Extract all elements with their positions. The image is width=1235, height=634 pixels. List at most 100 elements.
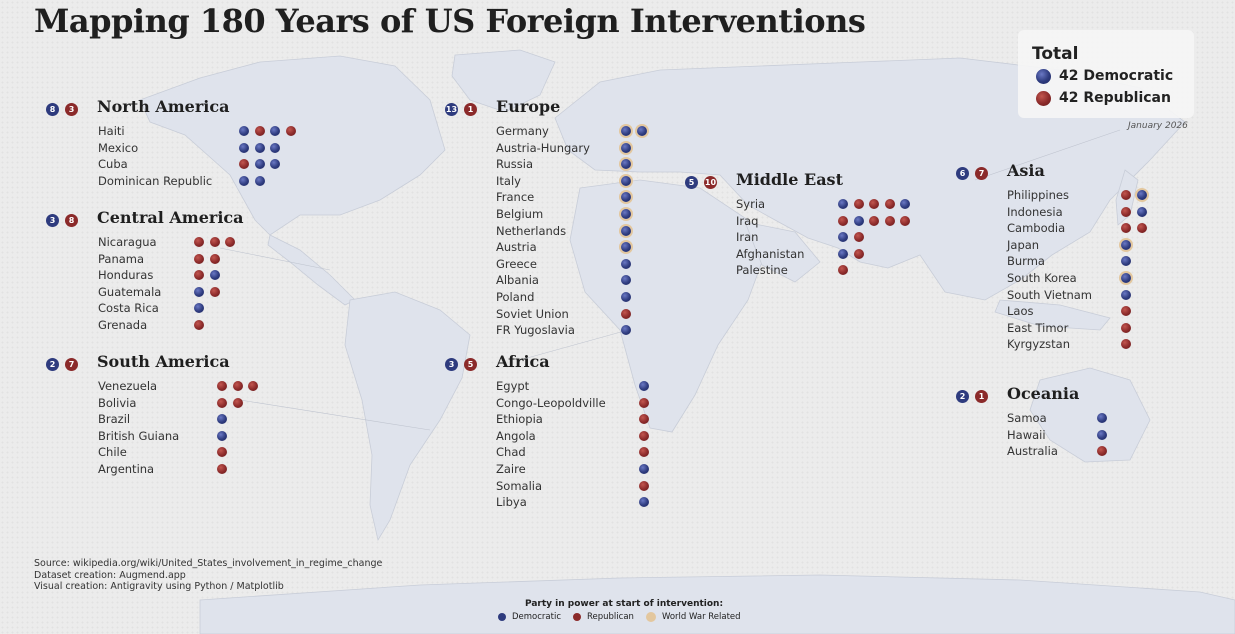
country-label: Zaire — [496, 461, 526, 476]
intervention-dots — [621, 291, 637, 302]
visual-credit: Visual creation: Antigravity using Pytho… — [34, 581, 284, 592]
antarctica-landmass — [199, 574, 1235, 634]
country-label: Austria — [496, 240, 537, 255]
democratic-intervention-dot — [639, 463, 649, 474]
north-america-landmass — [139, 55, 446, 236]
intervention-dots — [639, 447, 655, 458]
country-label: Germany — [496, 124, 549, 138]
legend-republican-label: 42 Republican — [1059, 90, 1171, 106]
republican-count-badge: 7 — [975, 167, 988, 180]
democratic-intervention-dot — [217, 430, 227, 441]
country-label: Angola — [496, 428, 536, 443]
intervention-dots — [621, 258, 637, 269]
country-label: Haiti — [98, 124, 125, 138]
democratic-intervention-dot-world-war — [1136, 190, 1147, 200]
democratic-intervention-dot — [270, 126, 280, 136]
intervention-dots — [1097, 429, 1113, 440]
legend-republican-row: 42 Republican — [1036, 90, 1171, 106]
republican-intervention-dot — [232, 397, 243, 408]
republican-intervention-dot — [248, 381, 258, 391]
republican-intervention-dot — [217, 397, 227, 408]
republican-intervention-dot — [639, 480, 649, 491]
intervention-dots — [621, 208, 637, 219]
country-label: Bolivia — [98, 395, 137, 410]
democratic-intervention-dot — [1097, 413, 1107, 423]
republican-intervention-dot — [639, 447, 649, 458]
democratic-intervention-dot-world-war — [621, 126, 631, 136]
democratic-intervention-dot-world-war — [1121, 239, 1131, 250]
democratic-intervention-dot — [254, 175, 265, 186]
democratic-intervention-dot — [239, 142, 249, 153]
republican-intervention-dot — [285, 126, 296, 136]
country-label: Brazil — [98, 412, 131, 427]
region-title: Oceania — [1007, 384, 1080, 403]
intervention-dots — [838, 265, 854, 276]
democratic-intervention-dot-world-war — [636, 126, 647, 136]
democratic-swatch-icon — [498, 613, 506, 621]
country-label: Mexico — [98, 140, 139, 155]
republican-intervention-dot — [232, 381, 243, 391]
country-label: Afghanistan — [736, 246, 805, 261]
region-title: North America — [97, 97, 230, 116]
country-label: Hawaii — [1007, 427, 1046, 442]
legend-democratic-row: 42 Democratic — [1036, 68, 1173, 84]
democratic-intervention-dot — [838, 232, 848, 243]
country-label: Chile — [98, 445, 127, 460]
intervention-dots — [239, 175, 270, 186]
republican-intervention-dot — [194, 237, 204, 247]
democratic-count-badge: 6 — [956, 167, 969, 180]
republican-intervention-dot — [209, 253, 220, 264]
greenland-landmass — [451, 49, 556, 113]
country-label: Iraq — [736, 213, 759, 228]
republican-intervention-dot — [1097, 446, 1107, 457]
australia-landmass — [1029, 367, 1151, 463]
democratic-intervention-dot — [194, 303, 204, 314]
connector-line — [219, 247, 331, 271]
country-label: Austria-Hungary — [496, 140, 590, 155]
country-label: Venezuela — [98, 379, 158, 393]
country-label: Japan — [1007, 237, 1040, 252]
party-legend-democratic: Democratic — [498, 612, 561, 622]
region-title: South America — [97, 352, 230, 371]
democratic-count-badge: 8 — [46, 103, 59, 116]
republican-intervention-dot — [853, 199, 864, 209]
democratic-count-badge: 2 — [46, 358, 59, 371]
intervention-dots — [621, 275, 637, 286]
democratic-intervention-dot — [621, 258, 631, 269]
country-label: Libya — [496, 495, 527, 510]
country-label: France — [496, 190, 535, 205]
world-war-swatch-icon — [645, 612, 656, 622]
total-legend: Total 42 Democratic 42 Republican — [1018, 30, 1194, 118]
democratic-intervention-dot — [621, 275, 631, 286]
republican-intervention-dot — [217, 381, 227, 391]
republican-intervention-dot — [853, 248, 864, 259]
democratic-intervention-dot-world-war — [621, 242, 631, 253]
source-footer: Source: wikipedia.org/wiki/United_States… — [34, 558, 382, 593]
democratic-intervention-dot-world-war — [621, 175, 631, 186]
country-label: Nicaragua — [98, 235, 157, 249]
intervention-dots — [639, 414, 655, 425]
republican-intervention-dot — [884, 199, 895, 209]
connector-line — [239, 399, 431, 431]
source-text: Source: wikipedia.org/wiki/United_States… — [34, 558, 383, 569]
intervention-dots — [194, 319, 210, 330]
intervention-dots — [639, 430, 655, 441]
intervention-dots — [217, 463, 233, 474]
country-label: Syria — [736, 197, 766, 211]
republican-intervention-dot — [869, 215, 879, 226]
intervention-dots — [217, 447, 233, 458]
intervention-dots — [194, 286, 225, 297]
democratic-intervention-dot — [853, 215, 864, 226]
republican-intervention-dot — [254, 126, 265, 136]
country-label: Laos — [1007, 304, 1034, 319]
intervention-dots — [239, 142, 286, 153]
eurasia-landmass — [554, 57, 1186, 301]
intervention-dots — [621, 225, 637, 236]
intervention-dots — [1097, 413, 1113, 423]
democratic-intervention-dot — [194, 286, 204, 297]
intervention-dots — [194, 303, 210, 314]
intervention-dots — [621, 242, 637, 253]
intervention-dots — [1121, 339, 1137, 350]
intervention-dots — [838, 215, 916, 226]
intervention-dots — [1121, 322, 1137, 333]
